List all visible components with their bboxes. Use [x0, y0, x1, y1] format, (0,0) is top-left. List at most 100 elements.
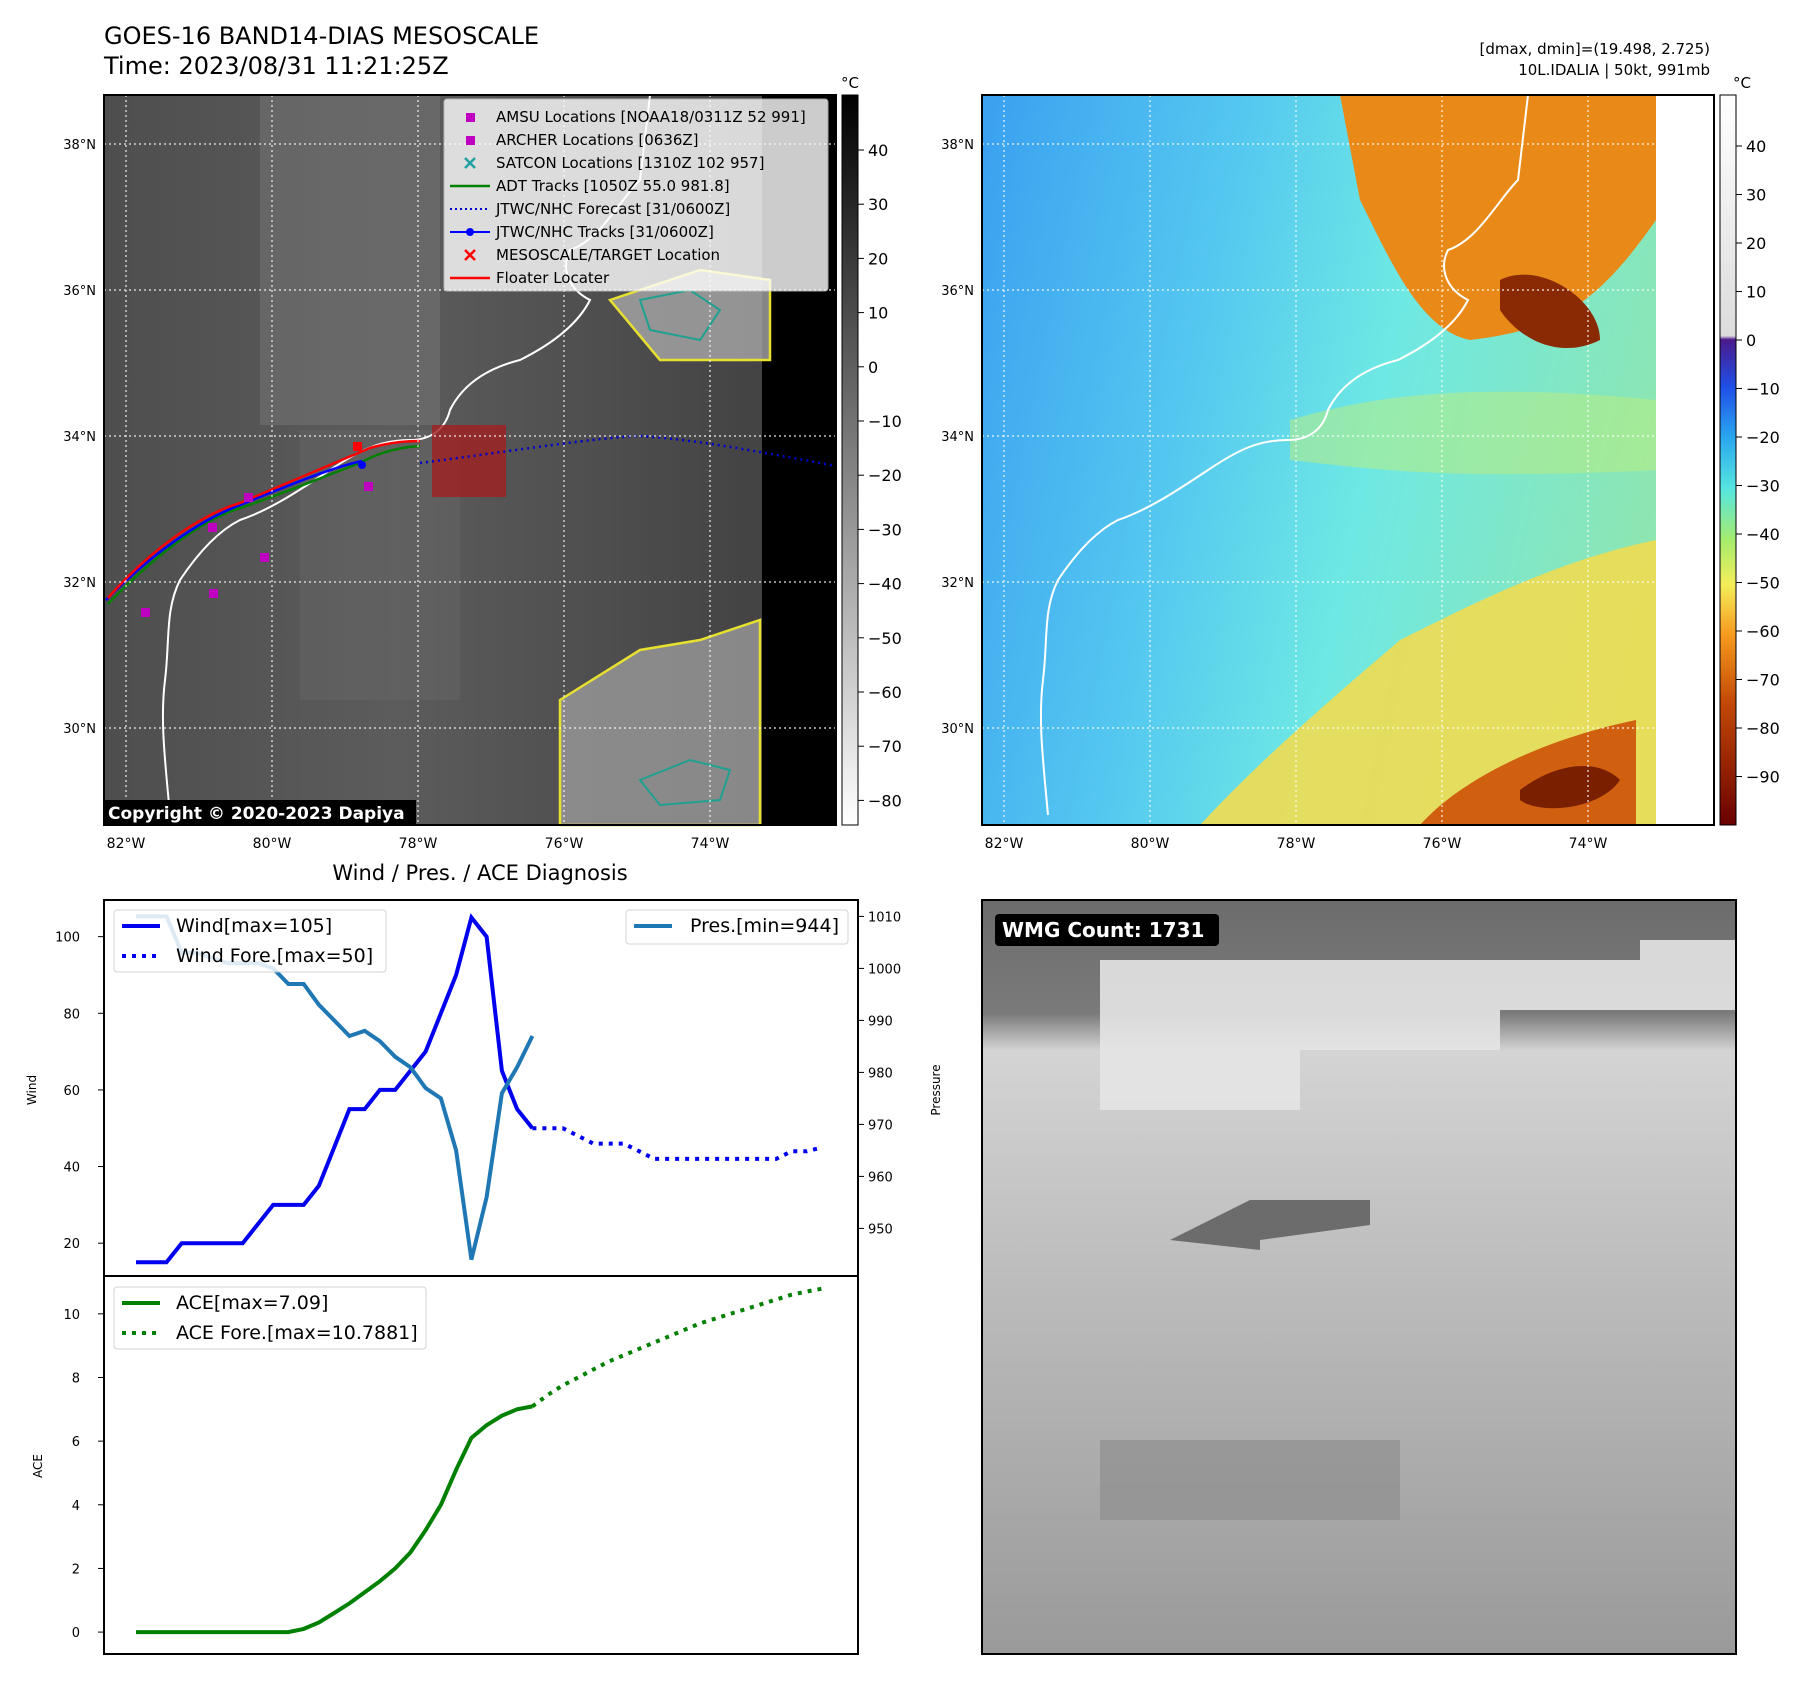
ir-colorbar-tick-label: −60 [868, 683, 902, 702]
pressure-legend: Pres.[min=944] [625, 909, 849, 945]
color-colorbar-unit: °C [1733, 74, 1751, 92]
wmg-count-box [995, 914, 1219, 946]
color-colorbar-tick-label: −40 [1746, 525, 1780, 544]
wmg-cold-feature [1170, 1200, 1370, 1250]
color-map-frame [981, 94, 1715, 826]
wind-legend: Wind[max=105] Wind Fore.[max=50] [113, 909, 387, 973]
color-colorbar-tick-label: −20 [1746, 428, 1780, 447]
wind-legend-box [113, 909, 387, 973]
wmg-dark-patch [1100, 1440, 1400, 1520]
pressure-ytick-label: 950 [868, 1222, 893, 1237]
series-line [136, 1404, 533, 1635]
legend-box [443, 98, 829, 292]
floater-locater-line [107, 439, 421, 599]
ir-lat-labels: 38°N 36°N 34°N 32°N 30°N [63, 138, 96, 737]
diagnosis-title: Wind / Pres. / ACE Diagnosis [332, 861, 627, 885]
color-map-coastline [1039, 94, 1529, 816]
color-colorbar-tick-label: 20 [1746, 234, 1766, 253]
lon-label: 82°W [985, 836, 1024, 852]
color-colorbar-tick-label: −30 [1746, 477, 1780, 496]
ir-colorbar [841, 94, 859, 826]
ir-map-frame [103, 94, 837, 826]
wind-pressure-panel: Wind / Pres. / ACE Diagnosis Wind Pressu… [25, 861, 943, 1277]
legend-swatch [466, 228, 474, 236]
lat-label: 30°N [941, 722, 974, 737]
wind-ytick-label: 80 [63, 1007, 80, 1022]
legend-label: AMSU Locations [NOAA18/0311Z 52 991] [496, 108, 806, 126]
jtwc-track-point [358, 461, 366, 469]
pressure-ylabel: Pressure [929, 1064, 943, 1115]
ir-colorbar-tick-label: −80 [868, 791, 902, 810]
color-map-gridlines [982, 95, 1714, 825]
archer-marker [244, 493, 253, 502]
pressure-ytick-label: 980 [868, 1066, 893, 1081]
copyright-box [104, 800, 416, 825]
ir-colorbar-tick-label: −50 [868, 629, 902, 648]
ir-colorbar-unit: °C [841, 74, 859, 92]
archer-marker [208, 523, 217, 532]
color-colorbar-tick-label: 10 [1746, 283, 1766, 302]
lon-label: 74°W [691, 836, 730, 852]
color-colorbar-tick-label: −80 [1746, 719, 1780, 738]
legend-label: MESOSCALE/TARGET Location [496, 246, 720, 264]
archer-marker [260, 553, 269, 562]
ir-colorbar-tick-label: 10 [868, 304, 888, 323]
ace-panel: ACE 0 2 4 6 8 10 ACE[max=7.09] ACE Fore.[max=… [31, 1275, 859, 1655]
lat-label: 36°N [941, 284, 974, 299]
lon-label: 76°W [545, 836, 584, 852]
color-map-band [1290, 391, 1656, 475]
color-map-cold-cloud-north [1340, 95, 1656, 340]
legend-swatch [464, 157, 476, 169]
figure-title: GOES-16 BAND14-DIAS MESOSCALE [104, 22, 539, 50]
color-map-panel: 38°N 36°N 34°N 32°N 30°N 82°W 80°W 78°W … [941, 74, 1780, 852]
ir-colorbar-tick-label: 0 [868, 358, 878, 377]
wind-ytick-label: 60 [63, 1084, 80, 1099]
legend-pres-label: Pres.[min=944] [690, 915, 839, 937]
lat-label: 32°N [941, 576, 974, 591]
legend-label: ARCHER Locations [0636Z] [496, 131, 699, 149]
adt-track-line [107, 444, 421, 605]
wmg-frame [981, 899, 1737, 1655]
legend-swatch [464, 249, 476, 261]
color-map-core-south [1520, 766, 1620, 809]
ir-map-panel: 38°N 36°N 34°N 32°N 30°N 82°W 80°W 78°W … [63, 74, 902, 852]
pressure-legend-box [625, 909, 849, 945]
ir-colorbar-tick-label: 20 [868, 249, 888, 268]
color-colorbar-tick-label: −10 [1746, 380, 1780, 399]
legend-swatch [466, 136, 475, 145]
color-colorbar-tick-label: −70 [1746, 671, 1780, 690]
lon-label: 78°W [399, 836, 438, 852]
figure-time: Time: 2023/08/31 11:21:25Z [103, 52, 449, 80]
ace-ytick-label: 10 [63, 1308, 80, 1323]
legend-swatch [466, 113, 475, 122]
color-colorbar-tick-label: 40 [1746, 137, 1766, 156]
color-colorbar-tick-label: 30 [1746, 186, 1766, 205]
series-line [136, 913, 534, 1265]
ir-colorbar-tick-label: −10 [868, 412, 902, 431]
lat-label: 36°N [63, 284, 96, 299]
color-map-coldest-north [1500, 274, 1600, 349]
legend-wind-fore-label: Wind Fore.[max=50] [176, 945, 373, 967]
ir-colorbar-tick-label: −20 [868, 466, 902, 485]
ace-legend-box [113, 1286, 427, 1350]
pressure-ytick-label: 1000 [868, 962, 901, 977]
color-colorbar [1719, 94, 1737, 826]
color-colorbar-tick-label: −90 [1746, 768, 1780, 787]
mesoscale-target-marker [353, 442, 362, 451]
ace-ytick-label: 6 [72, 1435, 80, 1450]
lon-label: 76°W [1423, 836, 1462, 852]
archer-marker [141, 608, 150, 617]
archer-marker [209, 589, 218, 598]
lon-label: 78°W [1277, 836, 1316, 852]
series-line [532, 1126, 823, 1161]
color-colorbar-tick-label: −60 [1746, 622, 1780, 641]
legend-label: ADT Tracks [1050Z 55.0 981.8] [496, 177, 730, 195]
ir-map-legend: AMSU Locations [NOAA18/0311Z 52 991] ARCH… [443, 98, 829, 292]
lat-label: 32°N [63, 576, 96, 591]
lat-label: 38°N [63, 138, 96, 153]
pressure-ytick-label: 990 [868, 1014, 893, 1029]
copyright-text: Copyright © 2020-2023 Dapiya [108, 804, 405, 824]
lon-label: 74°W [1569, 836, 1608, 852]
color-map-no-data-strip [1656, 95, 1714, 825]
ace-ytick-label: 2 [72, 1562, 80, 1577]
